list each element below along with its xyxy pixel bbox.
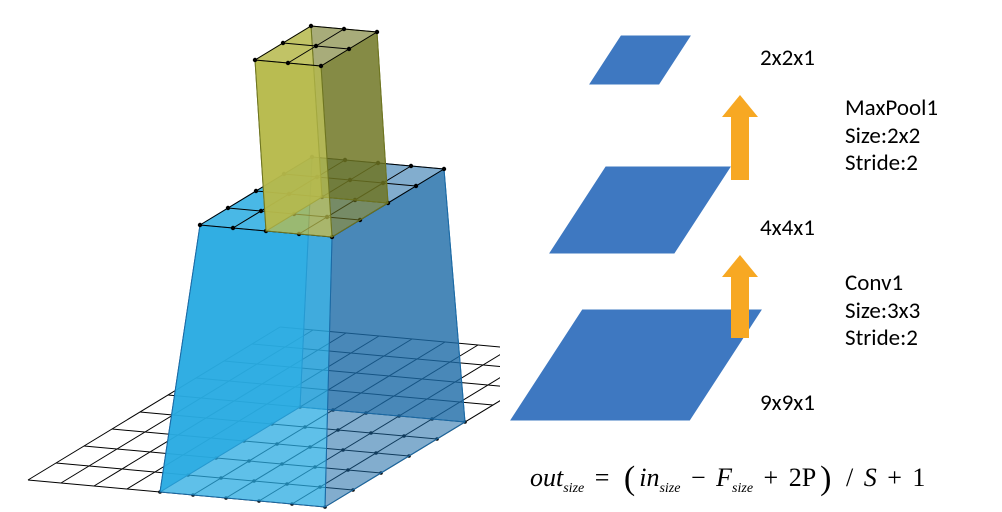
dim-label-top: 2x2x1 [760, 45, 815, 73]
top-slab [590, 36, 690, 84]
layer-stack-diagram [0, 0, 1002, 512]
bot-slab [511, 310, 761, 420]
arrow-group [722, 95, 758, 338]
slab-group [511, 36, 761, 420]
mid-slab [550, 167, 730, 253]
op-label-maxpool: MaxPool1 Size:2x2 Stride:2 [845, 95, 938, 178]
dim-label-bot: 9x9x1 [760, 390, 815, 418]
arrow-top [731, 113, 749, 180]
op-label-conv: Conv1 Size:3x3 Stride:2 [845, 270, 920, 353]
output-size-formula: outsize = (insize − Fsize + 2P) / S + 1 [530, 460, 925, 498]
arrow-bot [731, 273, 749, 338]
dim-label-mid: 4x4x1 [760, 215, 815, 243]
